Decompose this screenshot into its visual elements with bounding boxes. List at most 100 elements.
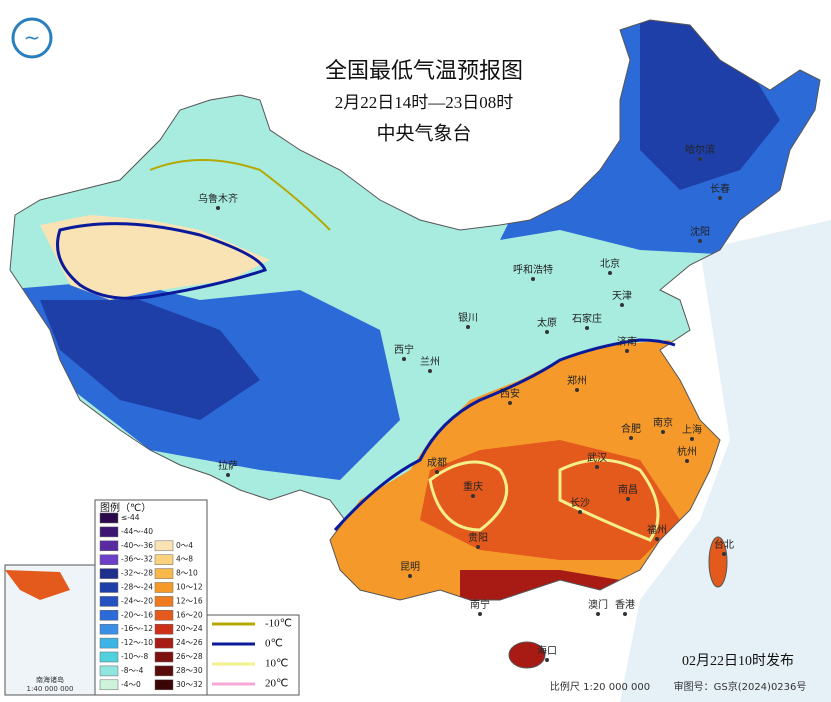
legend-label: 8～10 [176, 569, 198, 578]
city-dot [629, 436, 633, 440]
city-label: 合肥 [621, 422, 641, 435]
title: 全国最低气温预报图 [325, 59, 523, 84]
isotherm-label: 10℃ [265, 658, 288, 670]
legend-label: -8～-4 [121, 666, 144, 675]
city-label: 北京 [600, 257, 620, 270]
legend-swatch [99, 665, 119, 677]
sea [620, 220, 831, 702]
city-label: 成都 [427, 457, 447, 469]
legend-swatch [99, 512, 119, 524]
legend-swatch [99, 651, 119, 663]
city-label: 澳门 [588, 598, 608, 611]
city-dot [226, 473, 230, 477]
legend-label: -12～-10 [121, 638, 153, 647]
city-label: 天津 [612, 290, 632, 302]
city-dot [408, 574, 412, 578]
city-dot [661, 430, 665, 434]
legend-label: 30～32 [176, 680, 203, 689]
isotherm-minus10 [149, 159, 331, 231]
city-dot [690, 437, 694, 441]
legend-label: -32～-28 [121, 569, 153, 578]
city-label: 南昌 [618, 483, 638, 496]
legend-swatch [154, 637, 174, 649]
zone [40, 215, 270, 300]
isotherm-legend [206, 614, 300, 696]
legend-swatch [99, 554, 119, 565]
logo-mark: ~ [24, 26, 41, 50]
city-label: 福州 [647, 523, 667, 536]
city-label: 沈阳 [690, 225, 710, 238]
legend-swatch [99, 596, 119, 607]
city-dot [685, 459, 689, 463]
isotherm-label: 20℃ [265, 678, 288, 690]
city-dot [718, 196, 722, 200]
city-dot [471, 494, 475, 498]
legend-swatch [99, 679, 119, 691]
legend-swatch [154, 540, 174, 552]
city-dot [478, 612, 482, 616]
zone [40, 300, 260, 420]
city-label: 呼和浩特 [513, 264, 553, 276]
city-dot [698, 239, 702, 243]
hainan [508, 641, 546, 669]
city-dot [508, 401, 512, 405]
issued: 02月22日10时发布 [682, 653, 794, 669]
isotherm-items: -10℃ 0℃ 10℃ 20℃ [212, 618, 292, 690]
city-dot [531, 277, 535, 281]
city-dot [545, 330, 549, 334]
legend-swatch [99, 623, 119, 635]
legend-label: 28～30 [176, 666, 203, 675]
zone [420, 440, 680, 560]
city-label: 南宁 [470, 598, 490, 611]
legend-title: 图例（℃） [100, 501, 151, 514]
city-label: 长春 [710, 183, 730, 195]
legend-label: 24～26 [176, 638, 203, 647]
legend-label: -36～-32 [121, 555, 153, 564]
city-label: 上海 [682, 423, 702, 436]
city-label: 南京 [653, 416, 673, 429]
city-dot [595, 465, 599, 469]
inset-label: 南海诸岛 [36, 675, 64, 684]
isotherm-label: 0℃ [265, 638, 283, 650]
isotherm-0 [333, 338, 676, 532]
city-label: 银川 [458, 311, 478, 324]
city-dot [575, 388, 579, 392]
city-dot [216, 206, 220, 210]
legend-label: 4～8 [176, 555, 193, 564]
city-dot [585, 326, 589, 330]
legend-label: 26～28 [176, 652, 203, 661]
logo [11, 17, 53, 59]
city-label: 拉萨 [218, 459, 238, 472]
legend-swatch [154, 679, 174, 691]
city-label: 台北 [714, 538, 734, 551]
city-label: 西宁 [394, 343, 414, 356]
legend-label: -40～-36 [121, 541, 153, 550]
legend-swatch [154, 582, 174, 593]
legend-swatch [154, 665, 174, 677]
city-dot [545, 658, 549, 662]
period: 2月22日14时—23日08时 [335, 93, 514, 112]
city-dot [466, 325, 470, 329]
scale: 比例尺 1:20 000 000 [550, 680, 650, 693]
legend-label: 10～12 [176, 583, 203, 592]
city-label: 长沙 [570, 497, 590, 509]
legend-swatch [99, 610, 119, 621]
legend-label: 0～4 [176, 541, 193, 550]
legend-swatch [99, 637, 119, 649]
city-dot [608, 271, 612, 275]
legend-label: -10～-8 [121, 652, 148, 661]
city-dot [722, 552, 726, 556]
legend-swatch [99, 526, 119, 538]
city-label: 武汉 [587, 451, 607, 464]
legend-swatch [154, 568, 174, 579]
city-label: 杭州 [677, 445, 697, 458]
legend-items: ≤-44 -44～-40 -40～-36 -36～-32 -32～-28 -28～-24 -… [99, 512, 203, 691]
city-dot [476, 545, 480, 549]
legend-swatch [154, 610, 174, 621]
legend-label: -20～-16 [121, 610, 153, 619]
inset-land [5, 570, 70, 600]
city-dot [428, 369, 432, 373]
